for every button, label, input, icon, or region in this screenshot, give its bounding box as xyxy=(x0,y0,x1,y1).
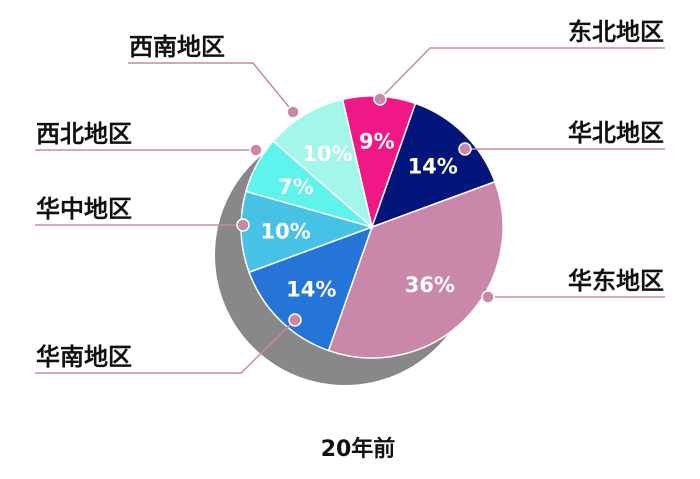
region-label: 华北地区 xyxy=(568,119,664,147)
region-label: 西北地区 xyxy=(36,120,132,148)
slice-value-label: 36% xyxy=(405,273,455,297)
chart-title: 20年前 xyxy=(321,436,396,462)
leader-dot xyxy=(373,92,387,106)
slice-value-label: 14% xyxy=(408,154,458,178)
leader-line xyxy=(128,62,294,113)
pie-slice xyxy=(327,180,504,359)
slice-value-label: 10% xyxy=(302,142,352,166)
leader-line xyxy=(379,47,665,100)
pie-slice xyxy=(272,98,374,230)
leader-dot xyxy=(236,218,250,232)
region-label: 西南地区 xyxy=(129,33,225,61)
pie-slice xyxy=(248,225,374,352)
region-label: 东北地区 xyxy=(568,18,664,46)
leader-dot xyxy=(286,105,300,119)
leader-dot xyxy=(458,142,472,156)
slice-value-label: 9% xyxy=(359,130,395,154)
region-label: 华南地区 xyxy=(36,343,132,371)
region-label: 华东地区 xyxy=(568,267,664,295)
leader-dot xyxy=(481,290,495,304)
pie-slice xyxy=(240,190,375,274)
slice-value-label: 10% xyxy=(260,219,310,243)
pie-slice xyxy=(370,102,496,229)
slice-value-label: 14% xyxy=(286,278,336,302)
leader-dot xyxy=(288,313,302,327)
leader-dot xyxy=(249,143,263,157)
slice-value-label: 7% xyxy=(278,175,314,199)
leader-line xyxy=(35,319,296,374)
region-label: 华中地区 xyxy=(36,195,132,223)
